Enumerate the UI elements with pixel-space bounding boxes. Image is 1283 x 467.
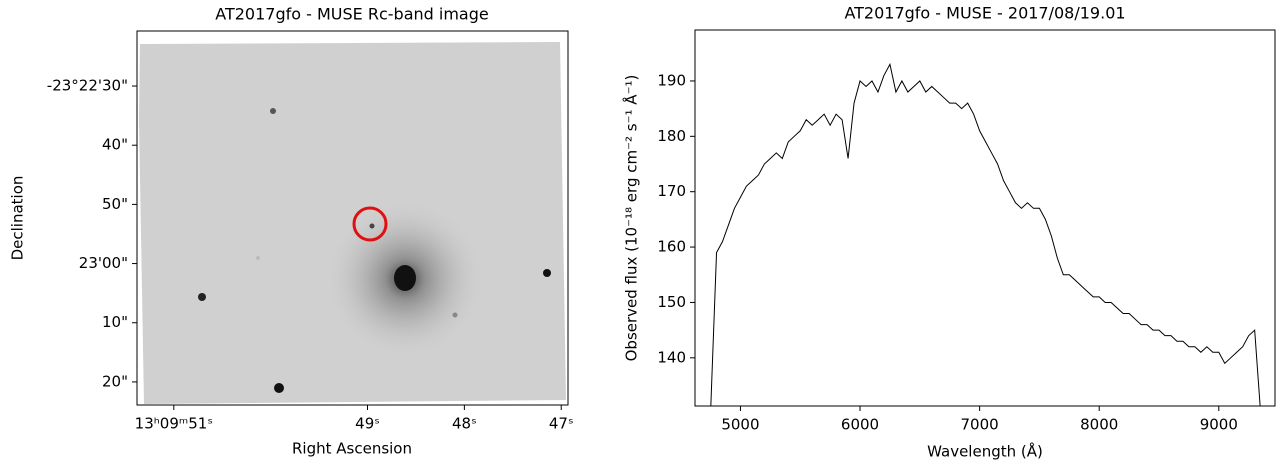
- x-tick-label: 8000: [1080, 416, 1118, 434]
- y-tick-label: 180: [657, 127, 686, 145]
- y-tick-label: 150: [657, 293, 686, 311]
- y-axis-label: Observed flux (10⁻¹⁸ erg cm⁻² s⁻¹ Å⁻¹): [622, 75, 641, 362]
- y-tick-label: 160: [657, 238, 686, 256]
- spectrum-line: [710, 62, 1261, 406]
- x-tick-label: 5000: [721, 416, 759, 434]
- x-tick-label: 13ʰ09ᵐ51ˢ: [135, 415, 213, 433]
- x-tick-label: 6000: [841, 416, 879, 434]
- target-marker: [352, 206, 388, 242]
- x-tick-label: 47ˢ: [549, 415, 574, 433]
- axes-frame: [136, 30, 569, 406]
- x-axis-label: Wavelength (Å): [927, 442, 1043, 461]
- y-tick-label: -23°22'30": [47, 77, 128, 95]
- y-tick-label: 140: [657, 348, 686, 366]
- x-tick-label: 7000: [961, 416, 999, 434]
- y-tick-label: 40": [102, 136, 128, 154]
- y-tick-label: 190: [657, 71, 686, 89]
- y-tick-label: 170: [657, 182, 686, 200]
- chart-title: AT2017gfo - MUSE - 2017/08/19.01: [844, 4, 1125, 23]
- sky-image: [139, 42, 566, 404]
- y-tick-label: 10": [102, 313, 128, 331]
- x-tick-label: 9000: [1200, 416, 1238, 434]
- y-tick-label: 20": [102, 372, 128, 390]
- x-tick-label: 49ˢ: [355, 415, 380, 433]
- x-axis-label: Right Ascension: [292, 440, 412, 458]
- axes-frame: [694, 29, 1276, 407]
- x-tick-label: 48ˢ: [452, 415, 477, 433]
- y-axis-label: Declination: [9, 176, 27, 261]
- y-tick-label: 23'00": [79, 254, 128, 272]
- plot-area: [710, 62, 1261, 406]
- y-tick-label: 50": [102, 195, 128, 213]
- chart-title: AT2017gfo - MUSE Rc-band image: [215, 5, 488, 24]
